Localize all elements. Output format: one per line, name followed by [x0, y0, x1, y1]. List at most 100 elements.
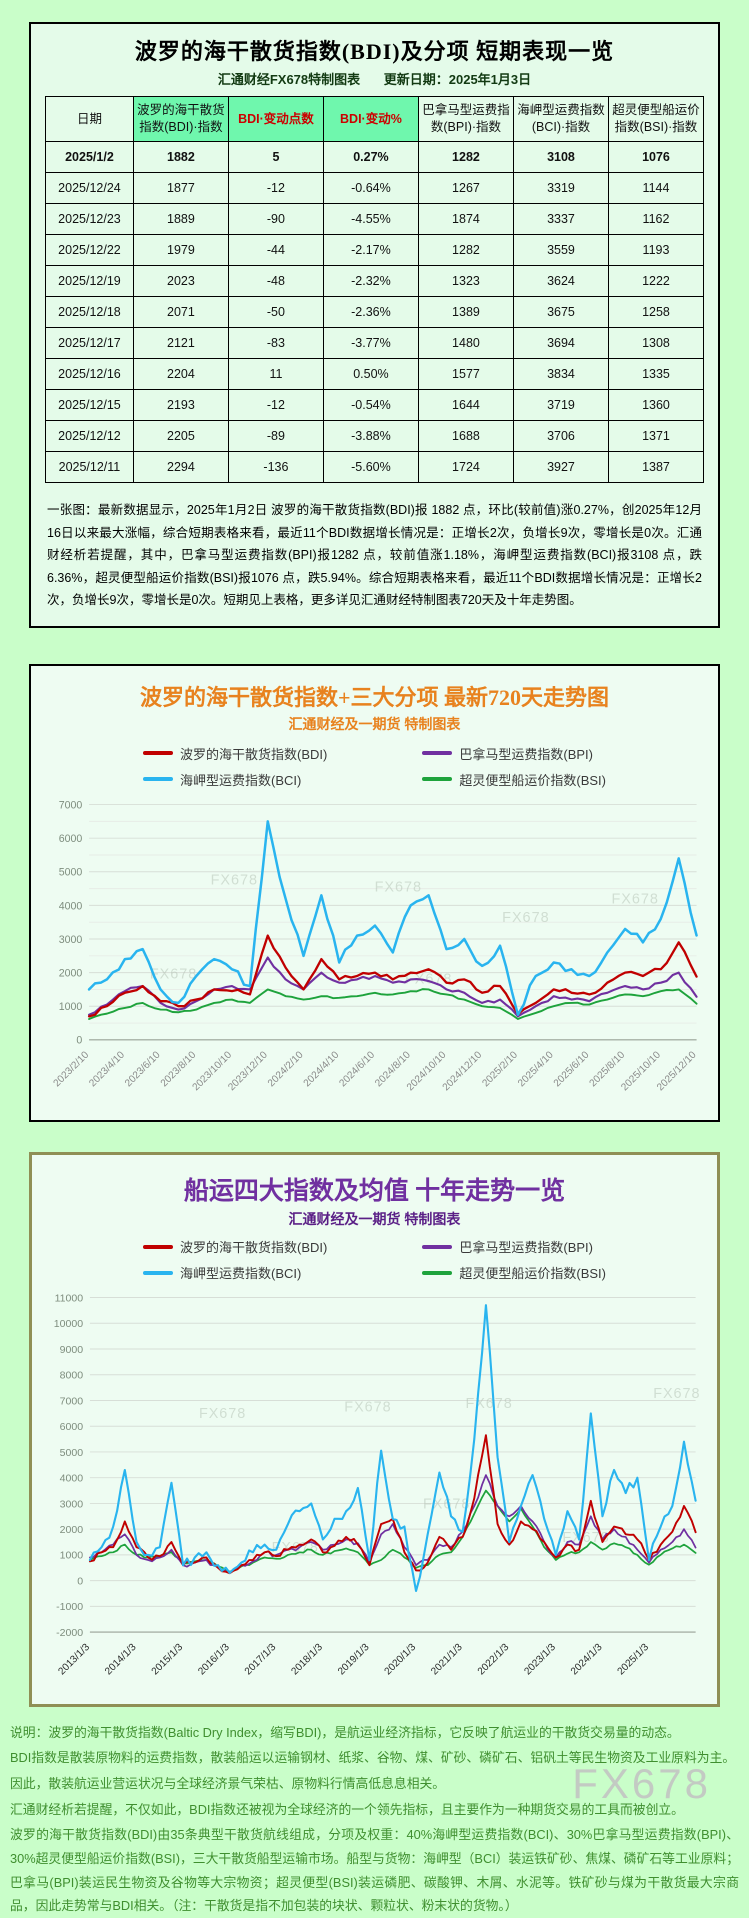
table-cell: 3319 [512, 172, 609, 204]
column-header: 日期 [45, 96, 134, 142]
table-cell: -12 [227, 389, 324, 421]
y-tick-label: 11000 [55, 1293, 84, 1305]
table-cell: 2025/12/16 [45, 358, 134, 390]
x-tick-label: 2018/1/3 [289, 1642, 325, 1678]
legend-item: 波罗的海干散货指数(BDI) [143, 744, 327, 763]
x-tick-label: 2023/1/3 [522, 1642, 558, 1678]
table-cell: -2.17% [322, 234, 419, 266]
table-cell: -3.77% [322, 327, 419, 359]
table-cell: 3624 [512, 265, 609, 297]
legend-label: 海岬型运费指数(BCI) [180, 772, 302, 788]
x-tick-label: 2023/2/10 [52, 1049, 92, 1089]
chart-10y-card: 船运四大指数及均值 十年走势一览 汇通财经及一期货 特制图表 波罗的海干散货指数… [29, 1152, 720, 1707]
y-tick-label: 8000 [60, 1370, 84, 1382]
page-title: 波罗的海干散货指数(BDI)及分项 短期表现一览 [134, 39, 615, 64]
x-tick-label: 2019/1/3 [336, 1642, 372, 1678]
table-cell: 1724 [417, 451, 514, 483]
y-tick-label: 3000 [60, 1499, 84, 1511]
fx678-watermark: FX678 [502, 910, 549, 926]
series-line [87, 819, 698, 1016]
table-cell: 1882 [132, 141, 229, 173]
y-tick-label: 9000 [60, 1344, 84, 1356]
summary-card: 波罗的海干散货指数(BDI)及分项 短期表现一览 汇通财经FX678特制图表 更… [29, 22, 720, 628]
column-header: BDI·变动% [322, 96, 419, 142]
table-cell: 1360 [607, 389, 705, 421]
table-cell: -44 [227, 234, 324, 266]
table-cell: 1282 [417, 141, 514, 173]
table-cell: 3337 [512, 203, 609, 235]
series-line [88, 955, 698, 1017]
table-cell: 1193 [607, 234, 705, 266]
table-cell: 1387 [607, 451, 705, 483]
x-tick-label: 2024/4/10 [302, 1049, 342, 1089]
legend-swatch [143, 1244, 174, 1249]
table-head: 日期 波罗的海干散货指数(BDI)·指数 BDI·变动点数 BDI·变动% 巴拿马型运费… [45, 96, 705, 142]
x-tick-label: 2023/6/10 [123, 1049, 163, 1089]
legend-swatch [143, 777, 174, 781]
x-tick-label: 2025/6/10 [552, 1049, 592, 1089]
table-cell: 1577 [417, 358, 514, 390]
legend-label: 超灵便型船运价指数(BSI) [459, 772, 606, 788]
table-cell: 1389 [417, 296, 514, 328]
table-cell: -2.32% [322, 265, 419, 297]
x-tick-label: 2014/1/3 [103, 1642, 139, 1678]
y-tick-label: 6000 [59, 833, 83, 845]
table-cell: 1979 [132, 234, 229, 266]
legend-swatch [143, 1270, 174, 1275]
y-tick-label: 0 [76, 1034, 82, 1046]
table-cell: -5.60% [322, 451, 419, 483]
table-row: 2025/1/2 1882 5 0.27% 1282 3108 1076 [45, 141, 705, 173]
legend-item: 超灵便型船运价指数(BSI) [422, 1263, 606, 1282]
table-cell: 3927 [512, 451, 609, 483]
table-cell: 2294 [132, 451, 229, 483]
table-cell: 1335 [607, 358, 705, 390]
series-line [87, 933, 698, 1017]
fx678-watermark: FX678 [562, 1530, 609, 1546]
x-tick-label: 2024/6/10 [337, 1049, 377, 1089]
x-tick-label: 2024/2/10 [266, 1049, 306, 1089]
y-tick-label: -1000 [56, 1602, 83, 1614]
footnote-line: 波罗的海干散货指数(BDI)由35条典型干散货航线组成，分项及权重：40%海岬型… [10, 1827, 739, 1914]
x-tick-label: 2025/1/3 [616, 1642, 652, 1678]
update-date-label: 更新日期：2025年1月3日 [383, 72, 532, 87]
column-header: 超灵便型船运价指数(BSI)·指数 [607, 96, 705, 142]
table-cell: 2193 [132, 389, 229, 421]
y-tick-label: 5000 [59, 866, 83, 878]
table-cell: -4.55% [322, 203, 419, 235]
x-tick-label: 2013/1/3 [57, 1642, 93, 1678]
column-header: 巴拿马型运费指数(BPI)·指数 [417, 96, 514, 142]
x-tick-label: 2023/12/10 [226, 1049, 270, 1093]
legend-item: 海岬型运费指数(BCI) [143, 770, 327, 789]
chart-720d-title: 波罗的海干散货指数+三大分项 最新720天走势图 [139, 684, 610, 710]
table-cell: 1076 [607, 141, 705, 173]
table-cell: 1222 [607, 265, 705, 297]
y-tick-label: -2000 [56, 1627, 83, 1639]
x-tick-label: 2025/2/10 [480, 1049, 520, 1089]
legend-swatch [422, 1244, 453, 1249]
y-tick-label: 10000 [54, 1319, 83, 1331]
table-cell: 2023 [132, 265, 229, 297]
table-cell: 2025/12/24 [45, 172, 134, 204]
chart-10y-legend: 波罗的海干散货指数(BDI) 巴拿马型运费指数(BPI) 海岬型运费指数(BCI) 超… [38, 1237, 711, 1282]
y-tick-label: 1000 [60, 1550, 84, 1562]
footnote-line: 因此，散装航运业营运状况与全球经济景气荣枯、原物料行情高低息息相关。 [10, 1776, 446, 1792]
table-cell: 2025/12/23 [45, 203, 134, 235]
y-tick-label: 3000 [59, 933, 83, 945]
table-cell: 3108 [512, 141, 609, 173]
table-cell: 2025/12/22 [45, 234, 134, 266]
bdi-short-term-table: 日期 波罗的海干散货指数(BDI)·指数 BDI·变动点数 BDI·变动% 巴拿马型运费… [45, 96, 705, 483]
chart-720d-subtitle: 汇通财经及一期货 特制图表 [288, 715, 461, 732]
y-tick-label: 7000 [59, 799, 83, 811]
y-tick-label: 7000 [60, 1396, 84, 1408]
chart-10y-subtitle: 汇通财经及一期货 特制图表 [288, 1211, 461, 1228]
footnote-line: 说明：波罗的海干散货指数(Baltic Dry Index，缩写BDI)，是航运… [10, 1724, 680, 1740]
table-cell: 2025/12/15 [45, 389, 134, 421]
legend-label: 巴拿马型运费指数(BPI) [459, 746, 593, 762]
legend-label: 巴拿马型运费指数(BPI) [459, 1240, 593, 1256]
bdi-table-body: 2025/1/2 1882 5 0.27% 1282 3108 1076 2025/12/24… [45, 141, 705, 483]
table-cell: -12 [227, 172, 324, 204]
summary-subtitle: 汇通财经FX678特制图表 更新日期：2025年1月3日 [45, 69, 704, 88]
table-cell: -50 [227, 296, 324, 328]
fx678-watermark: FX678 [199, 1406, 246, 1422]
fx678-watermark: FX678 [150, 966, 197, 982]
